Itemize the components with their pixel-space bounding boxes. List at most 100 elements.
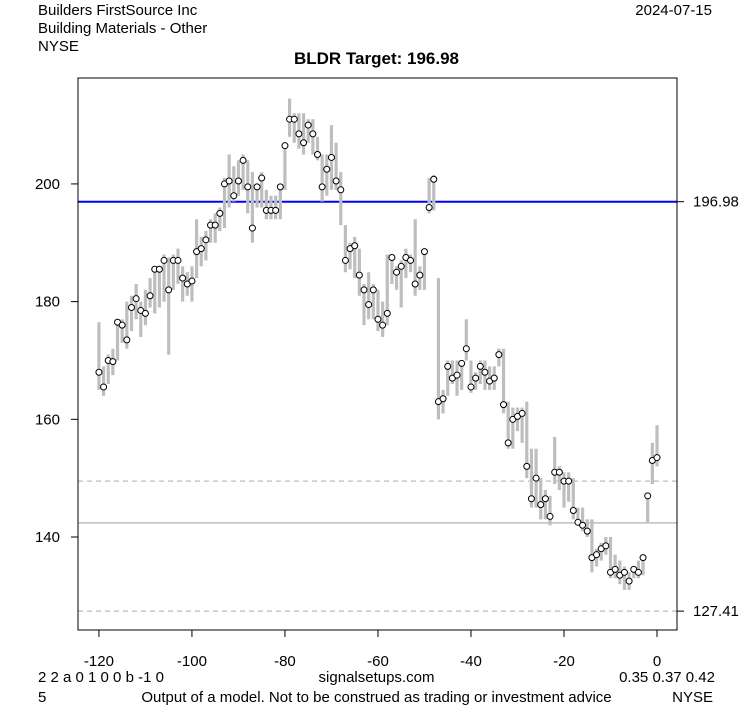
reference-label: 127.41 bbox=[693, 603, 739, 620]
close-point bbox=[216, 209, 224, 217]
close-point bbox=[644, 492, 652, 500]
close-point bbox=[197, 245, 205, 253]
reference-label: 196.98 bbox=[693, 194, 739, 211]
footer-number: 5 bbox=[38, 689, 47, 706]
close-point bbox=[100, 383, 108, 391]
close-point bbox=[365, 301, 373, 309]
close-point bbox=[411, 280, 419, 288]
x-tick-label: -60 bbox=[367, 653, 389, 670]
close-point bbox=[309, 130, 317, 138]
close-point bbox=[230, 192, 238, 200]
x-tick-label: -40 bbox=[460, 653, 482, 670]
close-point bbox=[611, 565, 619, 573]
close-point bbox=[146, 292, 154, 300]
close-point bbox=[527, 495, 535, 503]
close-point bbox=[639, 554, 647, 562]
close-point bbox=[565, 477, 573, 485]
close-point bbox=[453, 371, 461, 379]
date: 2024-07-15 bbox=[635, 2, 712, 19]
close-point bbox=[355, 271, 363, 279]
close-point bbox=[504, 439, 512, 447]
close-point bbox=[620, 568, 628, 576]
footer-codes: 2 2 a 0 1 0 0 b -1 0 bbox=[38, 669, 164, 686]
close-point bbox=[202, 236, 210, 244]
close-point bbox=[281, 142, 289, 150]
close-point bbox=[537, 501, 545, 509]
close-point bbox=[579, 521, 587, 529]
close-point bbox=[393, 268, 401, 276]
close-point bbox=[160, 256, 168, 264]
close-point bbox=[569, 507, 577, 515]
chart-title: BLDR Target: 196.98 bbox=[293, 49, 459, 68]
close-point bbox=[444, 362, 452, 370]
close-point bbox=[234, 177, 242, 185]
close-point bbox=[132, 295, 140, 303]
close-point bbox=[481, 368, 489, 376]
close-point bbox=[374, 315, 382, 323]
close-point bbox=[583, 527, 591, 535]
x-tick-label: -100 bbox=[177, 653, 207, 670]
close-point bbox=[141, 309, 149, 317]
y-tick-label: 160 bbox=[35, 411, 60, 428]
close-point bbox=[518, 409, 526, 417]
close-point bbox=[462, 345, 470, 353]
close-point bbox=[165, 286, 173, 294]
footer-site: signalsetups.com bbox=[318, 669, 435, 686]
close-point bbox=[555, 468, 563, 476]
close-point bbox=[593, 551, 601, 559]
close-point bbox=[407, 256, 415, 264]
close-point bbox=[439, 395, 447, 403]
close-point bbox=[225, 177, 233, 185]
close-point bbox=[314, 151, 322, 159]
close-point bbox=[300, 139, 308, 147]
close-point bbox=[653, 454, 661, 462]
close-point bbox=[179, 274, 187, 282]
close-point bbox=[327, 153, 335, 161]
close-point bbox=[290, 115, 298, 123]
close-point bbox=[244, 183, 252, 191]
close-point bbox=[541, 495, 549, 503]
close-point bbox=[188, 277, 196, 285]
close-point bbox=[127, 304, 135, 312]
close-point bbox=[634, 568, 642, 576]
close-point bbox=[532, 474, 540, 482]
close-point bbox=[155, 265, 163, 273]
close-point bbox=[239, 156, 247, 164]
close-point bbox=[258, 174, 266, 182]
close-point bbox=[476, 362, 484, 370]
close-point bbox=[174, 256, 182, 264]
close-point bbox=[523, 462, 531, 470]
close-point bbox=[272, 206, 280, 214]
y-tick-label: 200 bbox=[35, 176, 60, 193]
close-point bbox=[458, 359, 466, 367]
close-point bbox=[625, 577, 633, 585]
close-point bbox=[295, 130, 303, 138]
close-point bbox=[416, 271, 424, 279]
close-point bbox=[304, 121, 312, 129]
x-tick-label: -120 bbox=[84, 653, 114, 670]
close-point bbox=[500, 401, 508, 409]
close-point bbox=[323, 165, 331, 173]
close-point bbox=[276, 183, 284, 191]
close-point bbox=[379, 321, 387, 329]
close-point bbox=[118, 321, 126, 329]
close-point bbox=[430, 175, 438, 183]
y-tick-label: 180 bbox=[35, 294, 60, 311]
close-point bbox=[318, 183, 326, 191]
close-point bbox=[467, 383, 475, 391]
company-name: Builders FirstSource Inc bbox=[38, 2, 198, 19]
close-point bbox=[369, 286, 377, 294]
close-point bbox=[95, 368, 103, 376]
close-point bbox=[360, 286, 368, 294]
close-point bbox=[425, 203, 433, 211]
close-point bbox=[351, 242, 359, 250]
close-point bbox=[472, 374, 480, 382]
close-point bbox=[211, 221, 219, 229]
close-point bbox=[109, 358, 117, 366]
close-point bbox=[397, 262, 405, 270]
x-tick-label: 0 bbox=[653, 653, 661, 670]
close-point bbox=[341, 256, 349, 264]
close-point bbox=[248, 224, 256, 232]
industry: Building Materials - Other bbox=[38, 20, 208, 37]
